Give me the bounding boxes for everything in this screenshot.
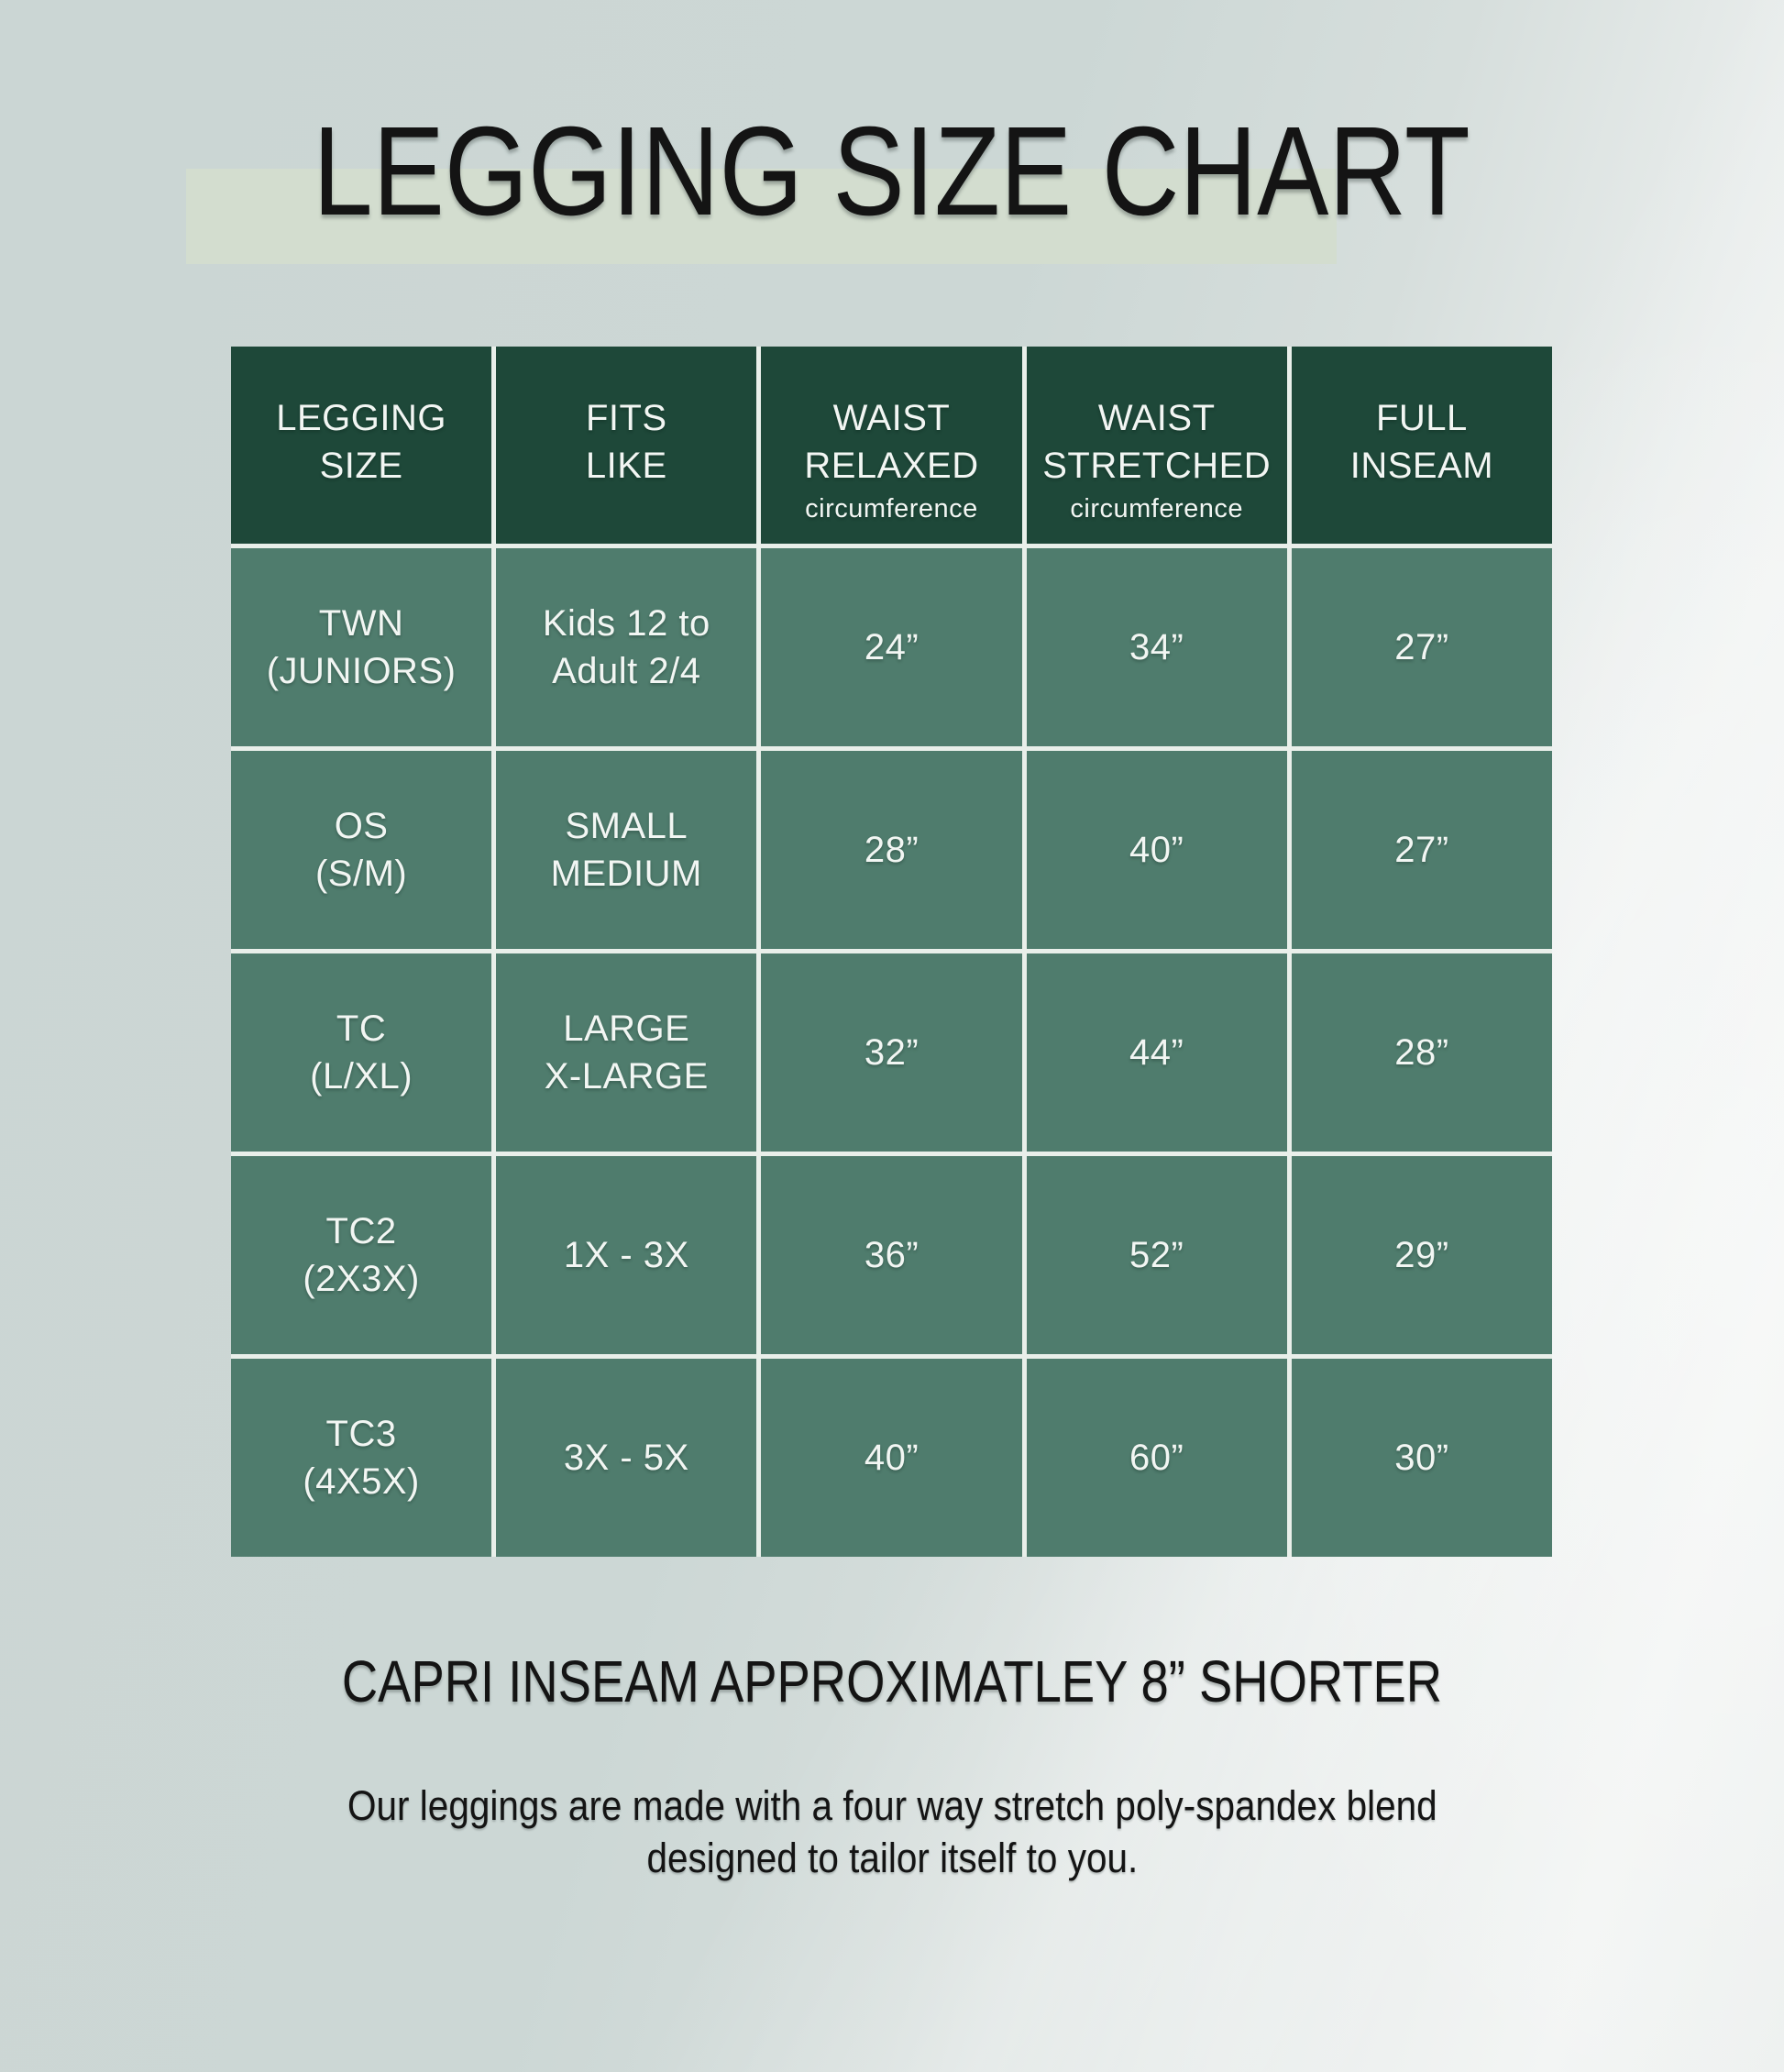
header-cell: FULL INSEAM — [1291, 347, 1552, 544]
table-cell: 1X - 3X — [496, 1156, 757, 1354]
table-cell: 40” — [761, 1359, 1022, 1557]
table-cell: 36” — [761, 1156, 1022, 1354]
table-cell: LARGE X-LARGE — [496, 953, 757, 1152]
page-title: LEGGING SIZE CHART — [0, 108, 1784, 235]
material-description: Our leggings are made with a four way st… — [0, 1780, 1784, 1884]
table-cell: 29” — [1291, 1156, 1552, 1354]
header-subtext: circumference — [1070, 494, 1243, 524]
header-label: WAIST RELAXED — [804, 398, 979, 486]
table-cell: 27” — [1291, 548, 1552, 746]
table-cell: 3X - 5X — [496, 1359, 757, 1557]
header-cell: LEGGING SIZE — [231, 347, 492, 544]
table-cell: OS (S/M) — [231, 751, 492, 949]
capri-inseam-note-text: CAPRI INSEAM APPROXIMATLEY 8” SHORTER — [341, 1648, 1443, 1714]
header-cell: FITS LIKE — [496, 347, 757, 544]
table-cell: 24” — [761, 548, 1022, 746]
capri-inseam-note: CAPRI INSEAM APPROXIMATLEY 8” SHORTER — [0, 1648, 1784, 1715]
table-cell: 27” — [1291, 751, 1552, 949]
table-cell: 34” — [1026, 548, 1287, 746]
material-description-line-1: Our leggings are made with a four way st… — [347, 1782, 1437, 1829]
table-cell: 44” — [1026, 953, 1287, 1152]
table-cell: TC (L/XL) — [231, 953, 492, 1152]
table-cell: 52” — [1026, 1156, 1287, 1354]
table-cell: 28” — [1291, 953, 1552, 1152]
table-cell: SMALL MEDIUM — [496, 751, 757, 949]
table-cell: TWN (JUNIORS) — [231, 548, 492, 746]
header-label: WAIST STRETCHED — [1042, 398, 1272, 486]
material-description-line-2: designed to tailor itself to you. — [646, 1834, 1138, 1881]
material-description-text: Our leggings are made with a four way st… — [347, 1780, 1437, 1884]
header-label: LEGGING SIZE — [276, 398, 446, 486]
page-title-text: LEGGING SIZE CHART — [313, 101, 1471, 242]
table-cell: 40” — [1026, 751, 1287, 949]
table-cell: TC3 (4X5X) — [231, 1359, 492, 1557]
table-cell: Kids 12 to Adult 2/4 — [496, 548, 757, 746]
table-cell: 28” — [761, 751, 1022, 949]
size-chart-table: LEGGING SIZE FITS LIKE WAIST RELAXED circum… — [231, 347, 1552, 1557]
header-label: FITS LIKE — [585, 398, 667, 486]
header-cell: WAIST STRETCHED circumference — [1026, 347, 1287, 544]
header-subtext: circumference — [805, 494, 978, 524]
table-cell: 32” — [761, 953, 1022, 1152]
title-highlight-band — [186, 169, 1337, 264]
table-cell: TC2 (2X3X) — [231, 1156, 492, 1354]
table-cell: 60” — [1026, 1359, 1287, 1557]
header-cell: WAIST RELAXED circumference — [761, 347, 1022, 544]
header-label: FULL INSEAM — [1349, 398, 1494, 486]
table-cell: 30” — [1291, 1359, 1552, 1557]
